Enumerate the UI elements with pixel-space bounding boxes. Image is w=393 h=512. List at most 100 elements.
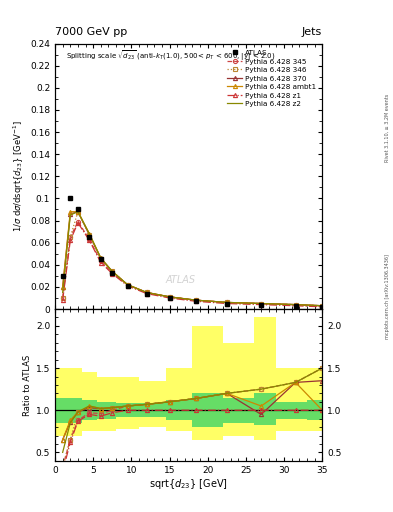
Pythia 6.428 346 — [60, 295, 65, 301]
Pythia 6.428 346 — [125, 282, 130, 288]
Pythia 6.428 z2 — [75, 208, 80, 215]
ATLAS — [194, 298, 198, 305]
Line: ATLAS: ATLAS — [60, 196, 325, 309]
Line: Pythia 6.428 345: Pythia 6.428 345 — [61, 220, 324, 308]
Pythia 6.428 ambt1 — [144, 289, 149, 295]
Line: Pythia 6.428 ambt1: Pythia 6.428 ambt1 — [61, 209, 324, 308]
Pythia 6.428 370 — [144, 289, 149, 295]
Pythia 6.428 ambt1 — [259, 301, 264, 307]
Pythia 6.428 345 — [60, 295, 65, 301]
ATLAS — [144, 290, 149, 296]
Pythia 6.428 z1 — [125, 283, 130, 289]
Pythia 6.428 370 — [110, 268, 115, 274]
Pythia 6.428 ambt1 — [110, 268, 115, 274]
Pythia 6.428 ambt1 — [125, 282, 130, 288]
Pythia 6.428 z2 — [99, 255, 103, 261]
Pythia 6.428 370 — [320, 303, 325, 309]
Pythia 6.428 370 — [68, 211, 73, 217]
ATLAS — [87, 234, 92, 240]
ATLAS — [293, 303, 298, 309]
Pythia 6.428 z2 — [87, 231, 92, 237]
ATLAS — [320, 304, 325, 310]
Pythia 6.428 370 — [125, 282, 130, 288]
Pythia 6.428 z1 — [167, 295, 172, 301]
Pythia 6.428 346 — [144, 289, 149, 295]
Pythia 6.428 z2 — [259, 301, 264, 307]
Pythia 6.428 ambt1 — [194, 297, 198, 303]
Pythia 6.428 345 — [167, 294, 172, 300]
Pythia 6.428 z2 — [60, 289, 65, 295]
Pythia 6.428 ambt1 — [75, 208, 80, 215]
X-axis label: sqrt{$d_{23}$} [GeV]: sqrt{$d_{23}$} [GeV] — [149, 477, 228, 492]
Pythia 6.428 ambt1 — [224, 300, 229, 306]
Y-axis label: Ratio to ATLAS: Ratio to ATLAS — [23, 354, 31, 416]
Text: mcplots.cern.ch [arXiv:1306.3436]: mcplots.cern.ch [arXiv:1306.3436] — [385, 254, 389, 339]
Pythia 6.428 345 — [75, 219, 80, 225]
Line: Pythia 6.428 370: Pythia 6.428 370 — [61, 209, 324, 308]
Pythia 6.428 ambt1 — [60, 284, 65, 290]
ATLAS — [75, 206, 80, 212]
Pythia 6.428 z2 — [125, 282, 130, 288]
Pythia 6.428 370 — [167, 294, 172, 300]
Pythia 6.428 370 — [99, 255, 103, 261]
ATLAS — [60, 273, 65, 279]
Pythia 6.428 ambt1 — [87, 231, 92, 237]
Pythia 6.428 z2 — [167, 294, 172, 300]
Pythia 6.428 345 — [99, 259, 103, 265]
Pythia 6.428 ambt1 — [99, 255, 103, 261]
Pythia 6.428 345 — [194, 297, 198, 303]
Pythia 6.428 z1 — [68, 238, 73, 244]
Line: Pythia 6.428 z1: Pythia 6.428 z1 — [61, 221, 324, 309]
Pythia 6.428 z2 — [110, 268, 115, 274]
Pythia 6.428 346 — [293, 302, 298, 308]
ATLAS — [167, 295, 172, 301]
Pythia 6.428 346 — [259, 301, 264, 307]
Line: Pythia 6.428 346: Pythia 6.428 346 — [61, 209, 324, 308]
Pythia 6.428 z1 — [144, 290, 149, 296]
Pythia 6.428 345 — [320, 303, 325, 309]
Pythia 6.428 345 — [87, 236, 92, 242]
ATLAS — [110, 269, 115, 275]
Pythia 6.428 z2 — [194, 297, 198, 303]
Pythia 6.428 z2 — [293, 302, 298, 308]
Pythia 6.428 z1 — [259, 302, 264, 308]
Text: 7000 GeV pp: 7000 GeV pp — [55, 27, 127, 37]
Pythia 6.428 345 — [293, 302, 298, 308]
Pythia 6.428 370 — [259, 301, 264, 307]
Pythia 6.428 z2 — [68, 212, 73, 218]
Pythia 6.428 346 — [75, 208, 80, 215]
Pythia 6.428 z2 — [224, 300, 229, 306]
Pythia 6.428 z1 — [87, 238, 92, 244]
ATLAS — [125, 283, 130, 289]
ATLAS — [259, 302, 264, 308]
Text: Jets: Jets — [302, 27, 322, 37]
Pythia 6.428 ambt1 — [293, 302, 298, 308]
ATLAS — [99, 256, 103, 262]
Text: ATLAS: ATLAS — [165, 274, 196, 285]
Pythia 6.428 z1 — [320, 304, 325, 310]
ATLAS — [68, 196, 73, 202]
Pythia 6.428 z2 — [144, 289, 149, 295]
Text: Rivet 3.1.10, ≥ 3.2M events: Rivet 3.1.10, ≥ 3.2M events — [385, 94, 389, 162]
Pythia 6.428 346 — [110, 268, 115, 274]
Pythia 6.428 346 — [68, 234, 73, 240]
Pythia 6.428 346 — [167, 294, 172, 300]
Pythia 6.428 346 — [194, 297, 198, 303]
Pythia 6.428 ambt1 — [68, 208, 73, 215]
Pythia 6.428 ambt1 — [167, 294, 172, 300]
Pythia 6.428 346 — [224, 300, 229, 306]
Pythia 6.428 345 — [68, 234, 73, 240]
Line: Pythia 6.428 z2: Pythia 6.428 z2 — [62, 211, 322, 306]
Text: Splitting scale $\sqrt{d_{23}}$ (anti-$k_T$(1.0), 500< $p_T$ < 600, |y| < 2.0): Splitting scale $\sqrt{d_{23}}$ (anti-$k… — [66, 49, 275, 63]
Pythia 6.428 z1 — [99, 260, 103, 266]
Pythia 6.428 z2 — [320, 303, 325, 309]
Y-axis label: 1/$\sigma$ d$\sigma$/dsqrt{$d_{23}$} [GeV$^{-1}$]: 1/$\sigma$ d$\sigma$/dsqrt{$d_{23}$} [Ge… — [11, 120, 26, 232]
Pythia 6.428 z1 — [293, 303, 298, 309]
Pythia 6.428 z1 — [60, 297, 65, 303]
Pythia 6.428 z1 — [110, 270, 115, 276]
Pythia 6.428 346 — [87, 232, 92, 238]
Pythia 6.428 370 — [87, 232, 92, 238]
Pythia 6.428 370 — [75, 208, 80, 215]
Pythia 6.428 345 — [224, 300, 229, 306]
Pythia 6.428 ambt1 — [320, 303, 325, 309]
